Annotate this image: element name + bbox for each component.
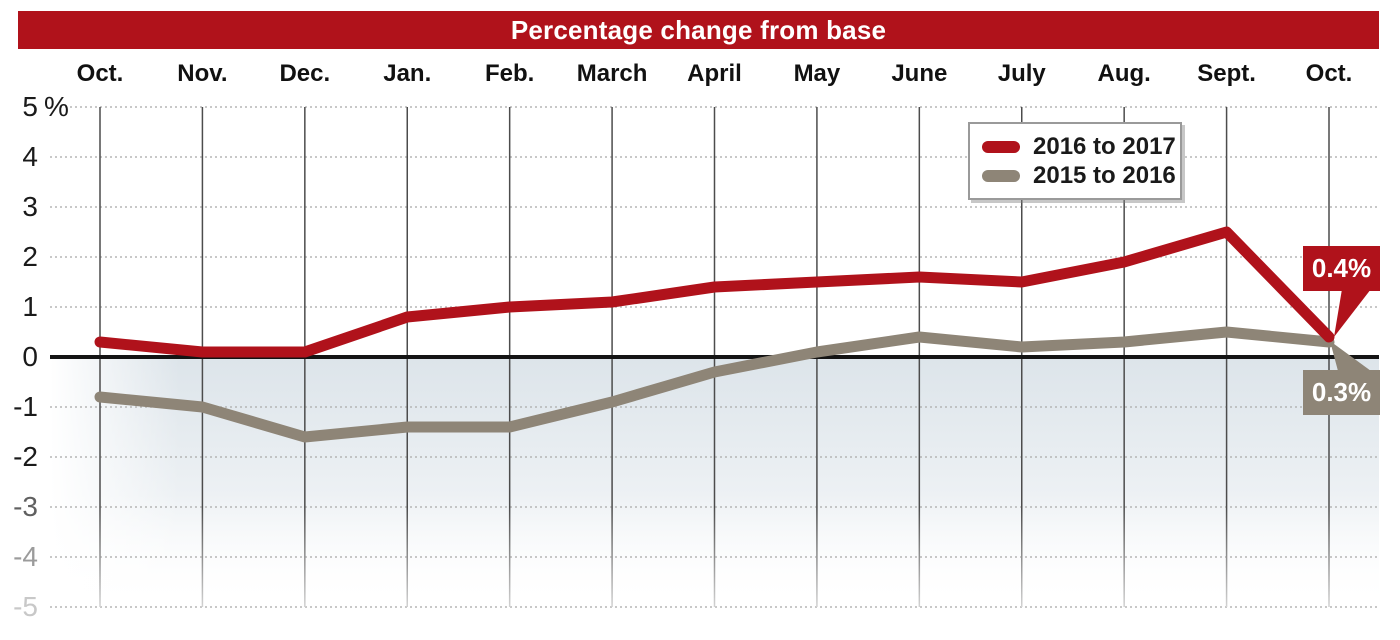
legend-swatch-icon: [982, 169, 1020, 182]
chart-title-bar: Percentage change from base: [18, 11, 1379, 49]
legend-label: 2015 to 2016: [1033, 161, 1176, 189]
y-axis-unit-label: %: [44, 91, 69, 122]
chart-title: Percentage change from base: [510, 14, 887, 45]
y-axis-tick-label: -4: [13, 541, 38, 572]
legend-label: 2016 to 2017: [1033, 132, 1176, 160]
y-axis-tick-label: 4: [22, 141, 38, 172]
callout-pointer-2016-2017: [1334, 289, 1371, 337]
y-axis-tick-label: -1: [13, 391, 38, 422]
x-axis-label: April: [687, 60, 742, 87]
x-axis-label: Oct.: [76, 60, 124, 87]
y-axis-tick-label: -5: [13, 591, 38, 622]
x-axis-label: May: [793, 60, 841, 87]
y-axis-tick-label: -3: [13, 491, 38, 522]
x-axis-label: Nov.: [177, 60, 228, 87]
x-axis-label: Aug.: [1097, 60, 1151, 87]
y-axis-tick-label: 5: [22, 91, 38, 122]
x-axis-labels: Oct. Nov. Dec. Jan. Feb. March April May June Jul…: [0, 60, 1400, 90]
legend-item: 2015 to 2016: [982, 161, 1180, 190]
y-axis-tick-label: 2: [22, 241, 38, 272]
callout-pointer-2015-2016: [1330, 341, 1371, 371]
legend-item: 2016 to 2017: [982, 132, 1180, 161]
series-line-2016-to-2017: [94, 226, 1335, 358]
legend-swatch-icon: [982, 140, 1020, 153]
y-axis-tick-label: -2: [13, 441, 38, 472]
legend-box: 2016 to 2017 2015 to 2016: [968, 122, 1182, 200]
x-axis-label: March: [576, 60, 648, 87]
x-axis-label: Dec.: [279, 60, 331, 87]
y-axis-labels: 5% 4 3 2 1 0 -1 -2 -3 -4 -5: [0, 0, 80, 640]
y-axis-tick-label: 3: [22, 191, 38, 222]
x-axis-label: July: [997, 60, 1046, 87]
series-line-2015-to-2016: [94, 326, 1335, 443]
x-axis-label: Sept.: [1197, 60, 1256, 87]
end-value-callout-2016-2017: 0.4%: [1303, 246, 1380, 291]
x-axis-label: Jan.: [383, 60, 432, 87]
end-value-callout-2015-2016: 0.3%: [1303, 370, 1380, 415]
y-axis-tick-label: 0: [22, 341, 38, 372]
x-axis-label: Oct.: [1305, 60, 1353, 87]
x-axis-label: June: [891, 60, 948, 87]
y-axis-tick-label: 1: [22, 291, 38, 322]
x-axis-label: Feb.: [484, 60, 535, 87]
